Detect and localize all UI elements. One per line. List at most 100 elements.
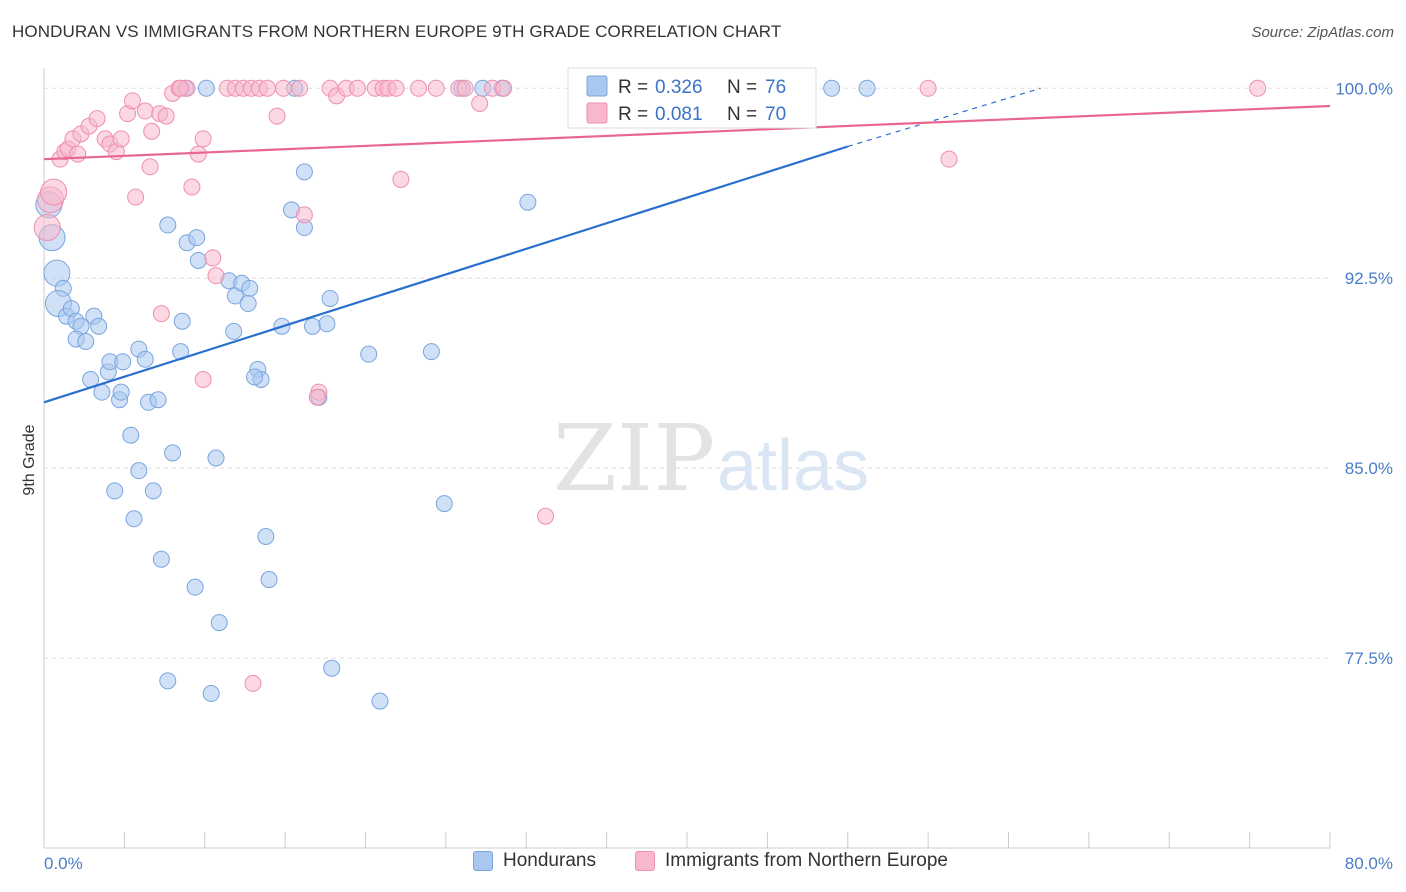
hondurans-point-49 (435, 495, 453, 513)
bottom-legend-label-hondurans: Hondurans (503, 850, 596, 871)
hondurans-point-60 (257, 528, 275, 546)
hondurans-point-55 (164, 444, 182, 462)
hondurans-point-34 (225, 322, 243, 340)
northern-europe-point-50 (392, 170, 410, 188)
hondurans-point-57 (125, 510, 143, 528)
hondurans-point-42 (295, 163, 313, 181)
y-tick-label-2: 85.0% (1345, 459, 1393, 478)
hondurans-point-75 (858, 79, 876, 97)
hondurans-point-10 (77, 333, 95, 351)
legend-n-value-northern-europe: 70 (765, 104, 786, 125)
northern-europe-point-19 (141, 158, 159, 176)
hondurans-point-35 (239, 295, 257, 313)
legend-n-label-hondurans: N = (727, 77, 757, 98)
hondurans-point-19 (112, 383, 130, 401)
northern-europe-point-39 (291, 79, 309, 97)
northern-europe-point-2 (40, 178, 68, 206)
hondurans-point-48 (422, 343, 440, 361)
bottom-legend-swatch-northern-europe (635, 851, 655, 871)
northern-europe-point-29 (204, 249, 222, 267)
hondurans-point-21 (136, 350, 154, 368)
stats-legend-box (567, 67, 817, 129)
northern-europe-point-40 (295, 206, 313, 224)
northern-europe-point-67 (537, 507, 555, 525)
watermark-atlas: atlas (717, 426, 869, 506)
watermark-zip: ZIP (553, 405, 715, 512)
hondurans-point-59 (186, 578, 204, 596)
y-tick-label-1: 92.5% (1345, 269, 1393, 288)
northern-europe-point-20 (143, 122, 161, 140)
northern-europe-point-66 (308, 388, 326, 406)
hondurans-point-53 (106, 482, 124, 500)
northern-europe-point-61 (919, 79, 937, 97)
chart-title: HONDURAN VS IMMIGRANTS FROM NORTHERN EUR… (12, 22, 782, 41)
northern-europe-point-7 (69, 145, 87, 163)
legend-swatch-northern-europe (586, 102, 608, 124)
legend-r-label-hondurans: R = (618, 77, 648, 98)
hondurans-point-58 (152, 550, 170, 568)
x-axis (43, 832, 1331, 849)
northern-europe-point-30 (207, 267, 225, 285)
northern-europe-point-62 (940, 150, 958, 168)
hondurans-point-74 (823, 79, 841, 97)
northern-europe-point-69 (172, 79, 190, 97)
hondurans-point-17 (114, 353, 132, 371)
northern-europe-point-37 (268, 107, 286, 125)
hondurans-point-51 (122, 426, 140, 444)
northern-europe-point-16 (123, 92, 141, 110)
hondurans-point-29 (189, 251, 207, 269)
hondurans-point-66 (371, 692, 389, 710)
northern-europe-trend-line (43, 104, 1331, 161)
series-hondurans-points (35, 79, 876, 710)
northern-europe-point-26 (183, 178, 201, 196)
northern-europe-point-18 (136, 102, 154, 120)
northern-europe-point-36 (258, 79, 276, 97)
hondurans-point-28 (188, 229, 206, 247)
bottom-legend-item-hondurans: Hondurans (473, 850, 596, 872)
y-tick-label-3: 77.5% (1345, 649, 1393, 668)
bottom-legend: Hondurans Immigrants from Northern Europ… (0, 850, 1406, 880)
hondurans-point-56 (207, 449, 225, 467)
bottom-legend-swatch-hondurans (473, 851, 493, 871)
hondurans-point-68 (197, 79, 215, 97)
legend-n-value-hondurans: 76 (765, 77, 786, 98)
northern-europe-point-22 (157, 107, 175, 125)
legend-n-label-northern-europe: N = (727, 104, 757, 125)
hondurans-point-54 (144, 482, 162, 500)
hondurans-point-63 (159, 672, 177, 690)
y-tick-labels: 100.0% 92.5% 85.0% 77.5% (1335, 79, 1393, 668)
x-tick-label-min: 0.0% (44, 854, 83, 873)
legend-swatch-hondurans (586, 75, 608, 97)
x-tick-label-max: 80.0% (1345, 854, 1393, 873)
hondurans-point-23 (149, 391, 167, 409)
hondurans-trend-line (43, 145, 849, 404)
hondurans-point-46 (321, 289, 339, 307)
hondurans-point-64 (202, 685, 220, 703)
series-northern-europe-points (33, 79, 1267, 692)
trend-lines (43, 87, 1331, 404)
hondurans-point-47 (360, 345, 378, 363)
watermark: ZIP atlas (553, 405, 869, 512)
northern-europe-point-68 (244, 674, 262, 692)
hondurans-point-26 (173, 312, 191, 330)
northern-europe-point-49 (387, 79, 405, 97)
northern-europe-point-64 (152, 305, 170, 323)
hondurans-point-52 (130, 462, 148, 480)
northern-europe-point-55 (471, 94, 489, 112)
northern-europe-point-17 (127, 188, 145, 206)
chart-source: Source: ZipAtlas.com (1251, 24, 1394, 41)
gridlines (44, 87, 1330, 659)
hondurans-point-43 (303, 317, 321, 335)
legend-r-value-hondurans: 0.326 (655, 77, 703, 98)
hondurans-point-45 (318, 315, 336, 333)
northern-europe-point-45 (348, 79, 366, 97)
stats-legend: R = 0.326 N = 76 R = 0.081 N = 70 (567, 67, 817, 129)
hondurans-trend-extension (847, 87, 1041, 148)
northern-europe-point-51 (410, 79, 428, 97)
hondurans-point-12 (90, 317, 108, 335)
northern-europe-point-65 (194, 370, 212, 388)
bottom-legend-item-northern-europe: Immigrants from Northern Europe (635, 850, 948, 872)
bottom-legend-label-northern-europe: Immigrants from Northern Europe (665, 850, 948, 871)
hondurans-point-50 (519, 193, 537, 211)
legend-r-label-northern-europe: R = (618, 104, 648, 125)
